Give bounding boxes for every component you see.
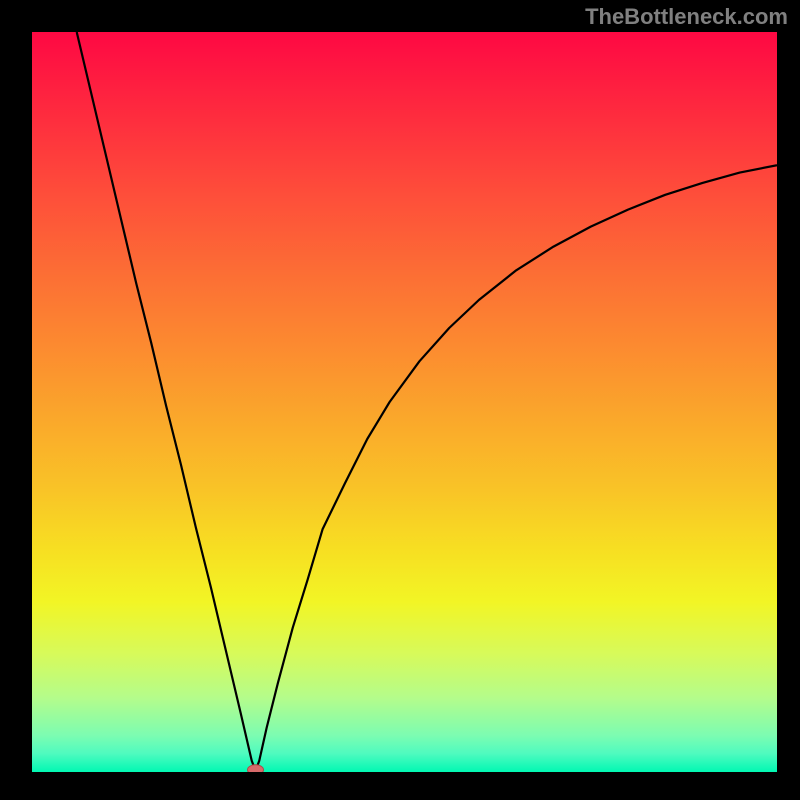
chart-container: TheBottleneck.com <box>0 0 800 800</box>
minimum-marker <box>248 765 264 772</box>
watermark-text: TheBottleneck.com <box>585 4 788 30</box>
plot-area <box>32 32 777 772</box>
gradient-background <box>32 32 777 772</box>
plot-svg <box>32 32 777 772</box>
